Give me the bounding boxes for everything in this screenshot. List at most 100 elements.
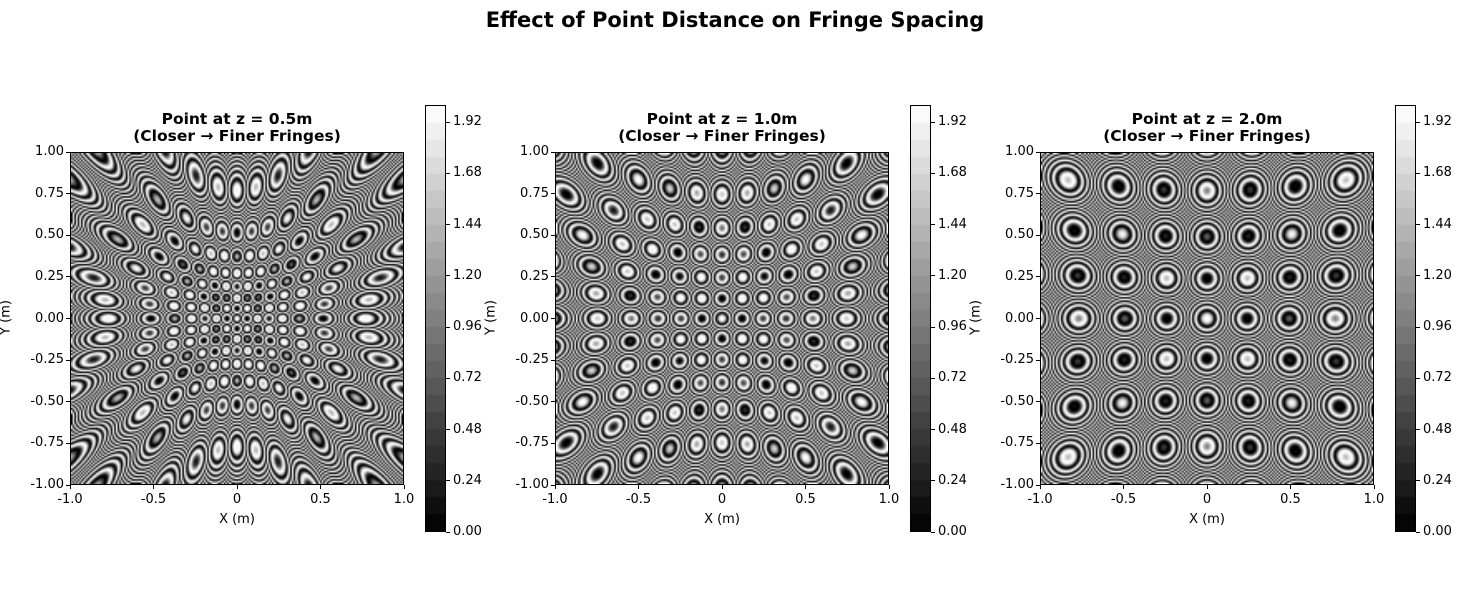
colorbar-tick-label: 0.96 (453, 319, 482, 335)
x-tick-label: 0 (717, 492, 727, 507)
x-tick-mark (153, 485, 154, 489)
colorbar-tick-mark (446, 326, 450, 328)
y-tick-mark (1036, 151, 1040, 153)
y-tick-mark (551, 276, 555, 278)
y-tick-mark (551, 318, 555, 319)
colorbar-tick-label: 0.48 (938, 421, 967, 437)
y-tick-label: 0.50 (1005, 227, 1034, 243)
y-axis-label: Y (m) (483, 299, 499, 335)
x-axis-label: X (m) (704, 512, 740, 527)
y-tick-mark (1036, 359, 1040, 361)
colorbar-tick-label: 0.72 (938, 370, 967, 386)
colorbar-gradient (911, 106, 930, 531)
heatmap-plot-area (555, 152, 889, 485)
colorbar-tick-mark (446, 531, 450, 533)
chart-title: Point at z = 2.0m (Closer → Finer Fringes… (1040, 111, 1374, 145)
x-axis-label: X (m) (219, 512, 255, 527)
colorbar-tick-label: 0.00 (938, 524, 967, 539)
chart-title-line: Point at z = 0.5m (161, 110, 313, 128)
x-tick-mark (69, 485, 71, 489)
colorbar (1395, 105, 1416, 532)
colorbar-tick-label: 0.96 (1423, 319, 1452, 335)
colorbar-tick-mark (446, 172, 450, 174)
y-tick-label: -1.00 (515, 477, 549, 492)
y-tick-mark (1036, 401, 1040, 403)
colorbar-tick-label: 1.20 (1423, 267, 1452, 283)
colorbar (425, 105, 446, 532)
figure-title: Effect of Point Distance on Fringe Spaci… (485, 8, 985, 32)
colorbar-tick-mark (446, 429, 450, 431)
colorbar-tick-mark (1416, 429, 1420, 431)
x-tick-mark (1290, 485, 1291, 489)
y-tick-label: 0.75 (1005, 185, 1034, 201)
y-tick-label: -0.25 (30, 352, 64, 368)
chart-panel-3: Point at z = 2.0m (Closer → Finer Fringes… (968, 0, 1460, 600)
chart-title-line: (Closer → Finer Fringes) (1103, 127, 1311, 145)
colorbar-gradient (1396, 106, 1415, 531)
x-tick-mark (403, 485, 405, 489)
colorbar-tick-label: 1.68 (453, 165, 482, 181)
y-axis-label: Y (m) (968, 299, 984, 335)
colorbar-tick-mark (931, 531, 935, 533)
colorbar-tick-mark (931, 429, 935, 431)
chart-title-line: Point at z = 2.0m (1131, 110, 1283, 128)
y-tick-mark (551, 151, 555, 153)
colorbar-tick-label: 1.20 (938, 267, 967, 283)
colorbar-tick-label: 0.48 (453, 421, 482, 437)
chart-panel-2: Point at z = 1.0m (Closer → Finer Fringes… (483, 0, 975, 600)
x-tick-label: 1.0 (878, 492, 900, 507)
x-tick-mark (554, 485, 556, 489)
heatmap-image (71, 153, 403, 484)
y-tick-label: 1.00 (1005, 144, 1034, 159)
x-tick-mark (1039, 485, 1041, 489)
y-tick-label: 1.00 (520, 144, 549, 159)
y-tick-mark (551, 193, 555, 195)
colorbar-tick-label: 0.24 (1423, 472, 1452, 488)
x-tick-label: 0.5 (795, 492, 816, 507)
x-tick-mark (721, 485, 723, 489)
colorbar-tick-mark (1416, 377, 1420, 379)
heatmap-image (556, 153, 888, 484)
x-tick-label: -1.0 (542, 492, 568, 507)
colorbar-gradient (426, 106, 445, 531)
x-tick-label: 0 (1202, 492, 1212, 507)
colorbar-tick-mark (1416, 172, 1420, 174)
colorbar-tick-label: 0.96 (938, 319, 967, 335)
y-tick-mark (66, 193, 70, 195)
y-tick-mark (551, 359, 555, 361)
colorbar-tick-label: 0.24 (938, 472, 967, 488)
y-tick-label: 0.00 (1005, 310, 1034, 326)
colorbar-tick-label: 1.44 (453, 216, 482, 232)
colorbar-tick-mark (446, 377, 450, 379)
colorbar-tick-label: 0.48 (1423, 421, 1452, 437)
colorbar (910, 105, 931, 532)
x-tick-label: -0.5 (1110, 492, 1137, 507)
x-axis-label: X (m) (1189, 512, 1225, 527)
colorbar-tick-label: 1.68 (1423, 165, 1452, 181)
colorbar-tick-label: 1.20 (453, 267, 482, 283)
colorbar-tick-label: 1.92 (1423, 114, 1452, 130)
colorbar-tick-mark (931, 172, 935, 174)
colorbar-tick-label: 0.72 (453, 370, 482, 386)
y-tick-label: 0.50 (35, 227, 64, 243)
colorbar-tick-mark (446, 224, 450, 226)
colorbar-tick-mark (931, 377, 935, 379)
chart-title-line: (Closer → Finer Fringes) (133, 127, 341, 145)
y-tick-mark (66, 359, 70, 361)
y-tick-label: -0.75 (1000, 435, 1034, 451)
colorbar-tick-label: 0.72 (1423, 370, 1452, 386)
colorbar-tick-mark (446, 275, 450, 277)
x-tick-label: 0.5 (1280, 492, 1301, 507)
colorbar-tick-label: 0.00 (453, 524, 482, 539)
colorbar-tick-mark (931, 121, 935, 123)
y-tick-mark (551, 484, 555, 486)
y-tick-mark (66, 484, 70, 486)
y-tick-label: -0.75 (515, 435, 549, 451)
colorbar-tick-label: 1.92 (453, 114, 482, 130)
y-tick-label: 0.50 (520, 227, 549, 243)
colorbar-tick-mark (1416, 275, 1420, 277)
y-tick-mark (1036, 442, 1040, 444)
y-tick-label: -1.00 (1000, 477, 1034, 492)
x-tick-mark (638, 485, 639, 489)
